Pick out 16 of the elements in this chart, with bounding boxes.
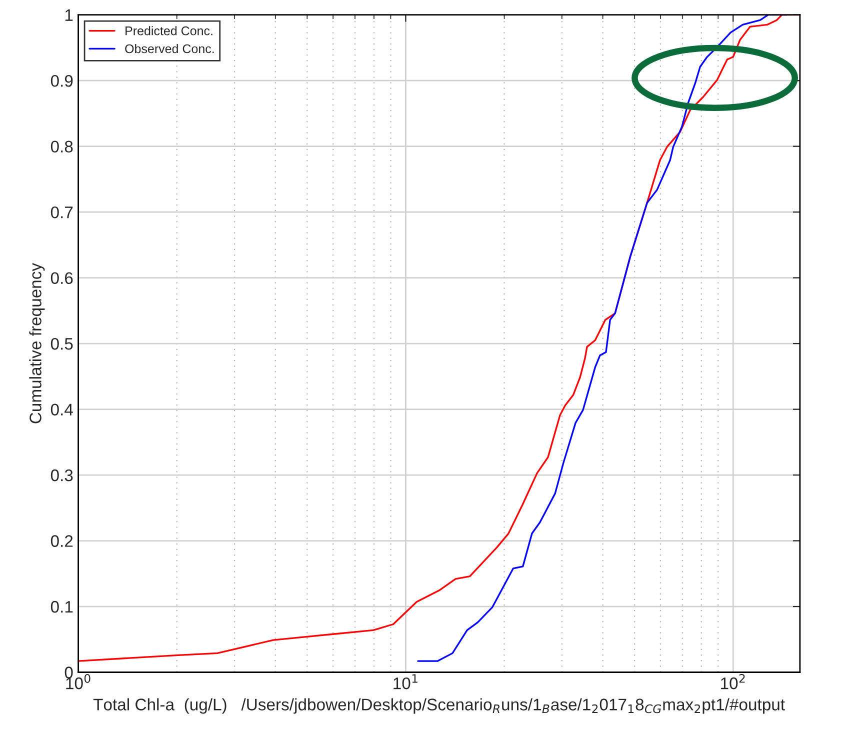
y-tick-label: 0.8 [50,140,73,153]
y-tick-label: 0.3 [50,469,73,482]
y-tick-label: 0.7 [50,206,73,218]
legend-label: Predicted Conc. [126,26,212,36]
legend-label: Observed Conc. [125,44,214,54]
y-tick-label: 1 [65,9,73,21]
x-tick-label: 10$^{2}$ [721,674,745,690]
y-tick-label: 0.6 [50,272,73,284]
y-tick-label: 0.5 [50,338,73,350]
y-tick-label: 0.9 [50,74,73,87]
y-tick-label: 0.1 [50,600,73,613]
y-tick-label: 0.2 [50,535,73,547]
text: Total Chl-a (ug/L) /Users/jdbowen/Desktop/Scenario$_{R}$uns/1$_{B}$ase/1$_{2}$017$_{1}$8$_{CG}$max$_{2}$pt1/#output [93,698,785,714]
y-axis-title: Cumulative frequency [29,262,45,424]
x-tick-label: 10$^{1}$ [394,674,418,690]
y-tick-label: 0.4 [50,404,73,416]
